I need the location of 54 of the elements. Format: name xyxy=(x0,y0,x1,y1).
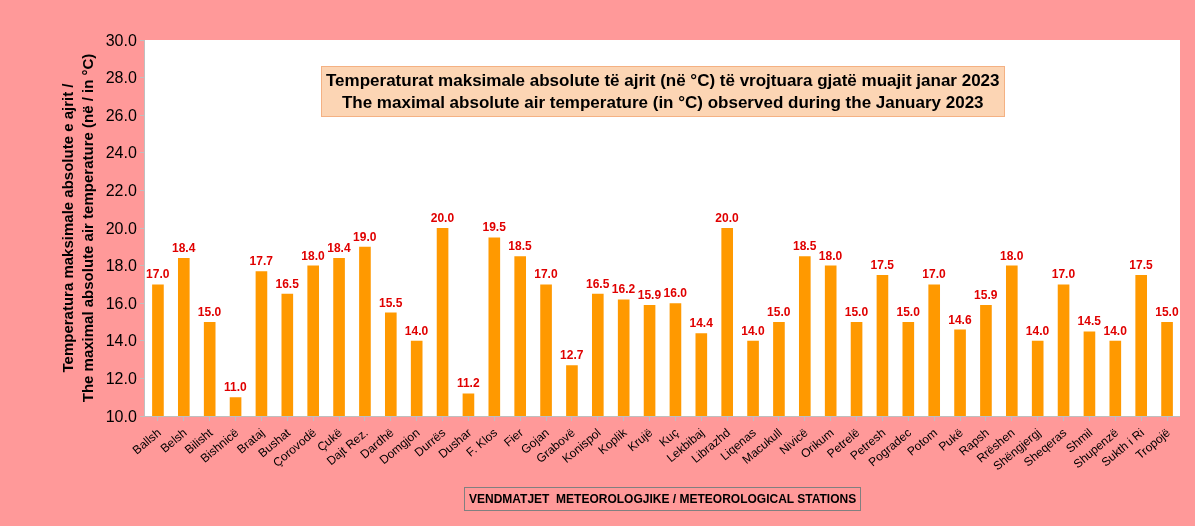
data-label: 14.6 xyxy=(948,312,972,327)
data-label: 20.0 xyxy=(715,211,740,225)
y-tick-label: 18.0 xyxy=(105,257,137,275)
text: Temperaturat maksimale absolute të ajrit (në °C) të vrojtuara gjatë muajit janar 2023 The maximal absolute air temperature (in °C) observed during the January 2023 xyxy=(326,71,1000,113)
data-label: 15.0 xyxy=(844,305,869,319)
data-label: 17.0 xyxy=(922,267,947,282)
data-label: 18.4 xyxy=(327,241,351,256)
data-label: 15.0 xyxy=(197,305,222,319)
data-label: 15.5 xyxy=(378,295,403,310)
data-label: 16.2 xyxy=(611,282,636,297)
data-label: 11.0 xyxy=(224,380,248,395)
y-tick-label: 10.0 xyxy=(105,407,137,425)
y-tick-label: 20.0 xyxy=(105,219,137,237)
y-tick-label: 30.0 xyxy=(105,31,137,49)
y-tick-label: 14.0 xyxy=(105,332,137,350)
data-label: 11.2 xyxy=(456,376,480,391)
data-label: 17.7 xyxy=(249,254,274,269)
data-label: 14.4 xyxy=(689,316,714,331)
data-label: 12.7 xyxy=(560,348,584,363)
data-label: 18.0 xyxy=(301,248,326,263)
data-label: 14.0 xyxy=(741,323,765,338)
data-label: 18.5 xyxy=(792,239,817,254)
y-axis-title: Temperatura maksimale absolute e ajrit / The maximal absolute air temperature (në / in °C) xyxy=(59,53,96,403)
data-label: 17.5 xyxy=(1129,258,1154,272)
data-label: 15.9 xyxy=(637,288,662,303)
x-axis-title: VENDMATJET METEOROLOGJIKE / METEOROLOGICAL STATIONS xyxy=(469,492,857,506)
data-label: 16.5 xyxy=(585,276,610,291)
data-label: 17.0 xyxy=(534,267,558,282)
y-tick-label: 28.0 xyxy=(105,69,137,87)
data-label: 20.0 xyxy=(430,211,455,225)
data-label: 16.5 xyxy=(275,276,300,291)
y-tick-label: 12.0 xyxy=(105,370,137,387)
y-tick-label: 16.0 xyxy=(105,294,137,312)
y-tick-label: 22.0 xyxy=(105,182,137,199)
data-label: 14.0 xyxy=(1025,323,1050,338)
data-label: 14.0 xyxy=(1103,323,1128,338)
y-tick-label: 24.0 xyxy=(105,144,137,162)
data-label: 18.4 xyxy=(171,241,196,256)
data-label: 15.0 xyxy=(767,305,791,319)
data-label: 19.5 xyxy=(482,220,507,235)
data-label: 14.0 xyxy=(404,323,429,338)
data-label: 18.0 xyxy=(818,248,843,263)
data-label: 15.0 xyxy=(1155,305,1179,319)
data-label: 19.0 xyxy=(353,229,377,244)
data-label: 14.5 xyxy=(1077,314,1102,329)
data-label: 18.0 xyxy=(999,248,1024,263)
data-label: 17.0 xyxy=(146,267,170,282)
y-tick-label: 26.0 xyxy=(105,106,137,124)
data-label: 16.0 xyxy=(663,286,688,301)
data-label: 18.5 xyxy=(508,239,533,254)
data-label: 17.0 xyxy=(1051,267,1076,282)
data-label: 15.9 xyxy=(974,288,998,303)
data-label: 17.5 xyxy=(870,258,895,272)
data-label: 15.0 xyxy=(896,305,921,319)
